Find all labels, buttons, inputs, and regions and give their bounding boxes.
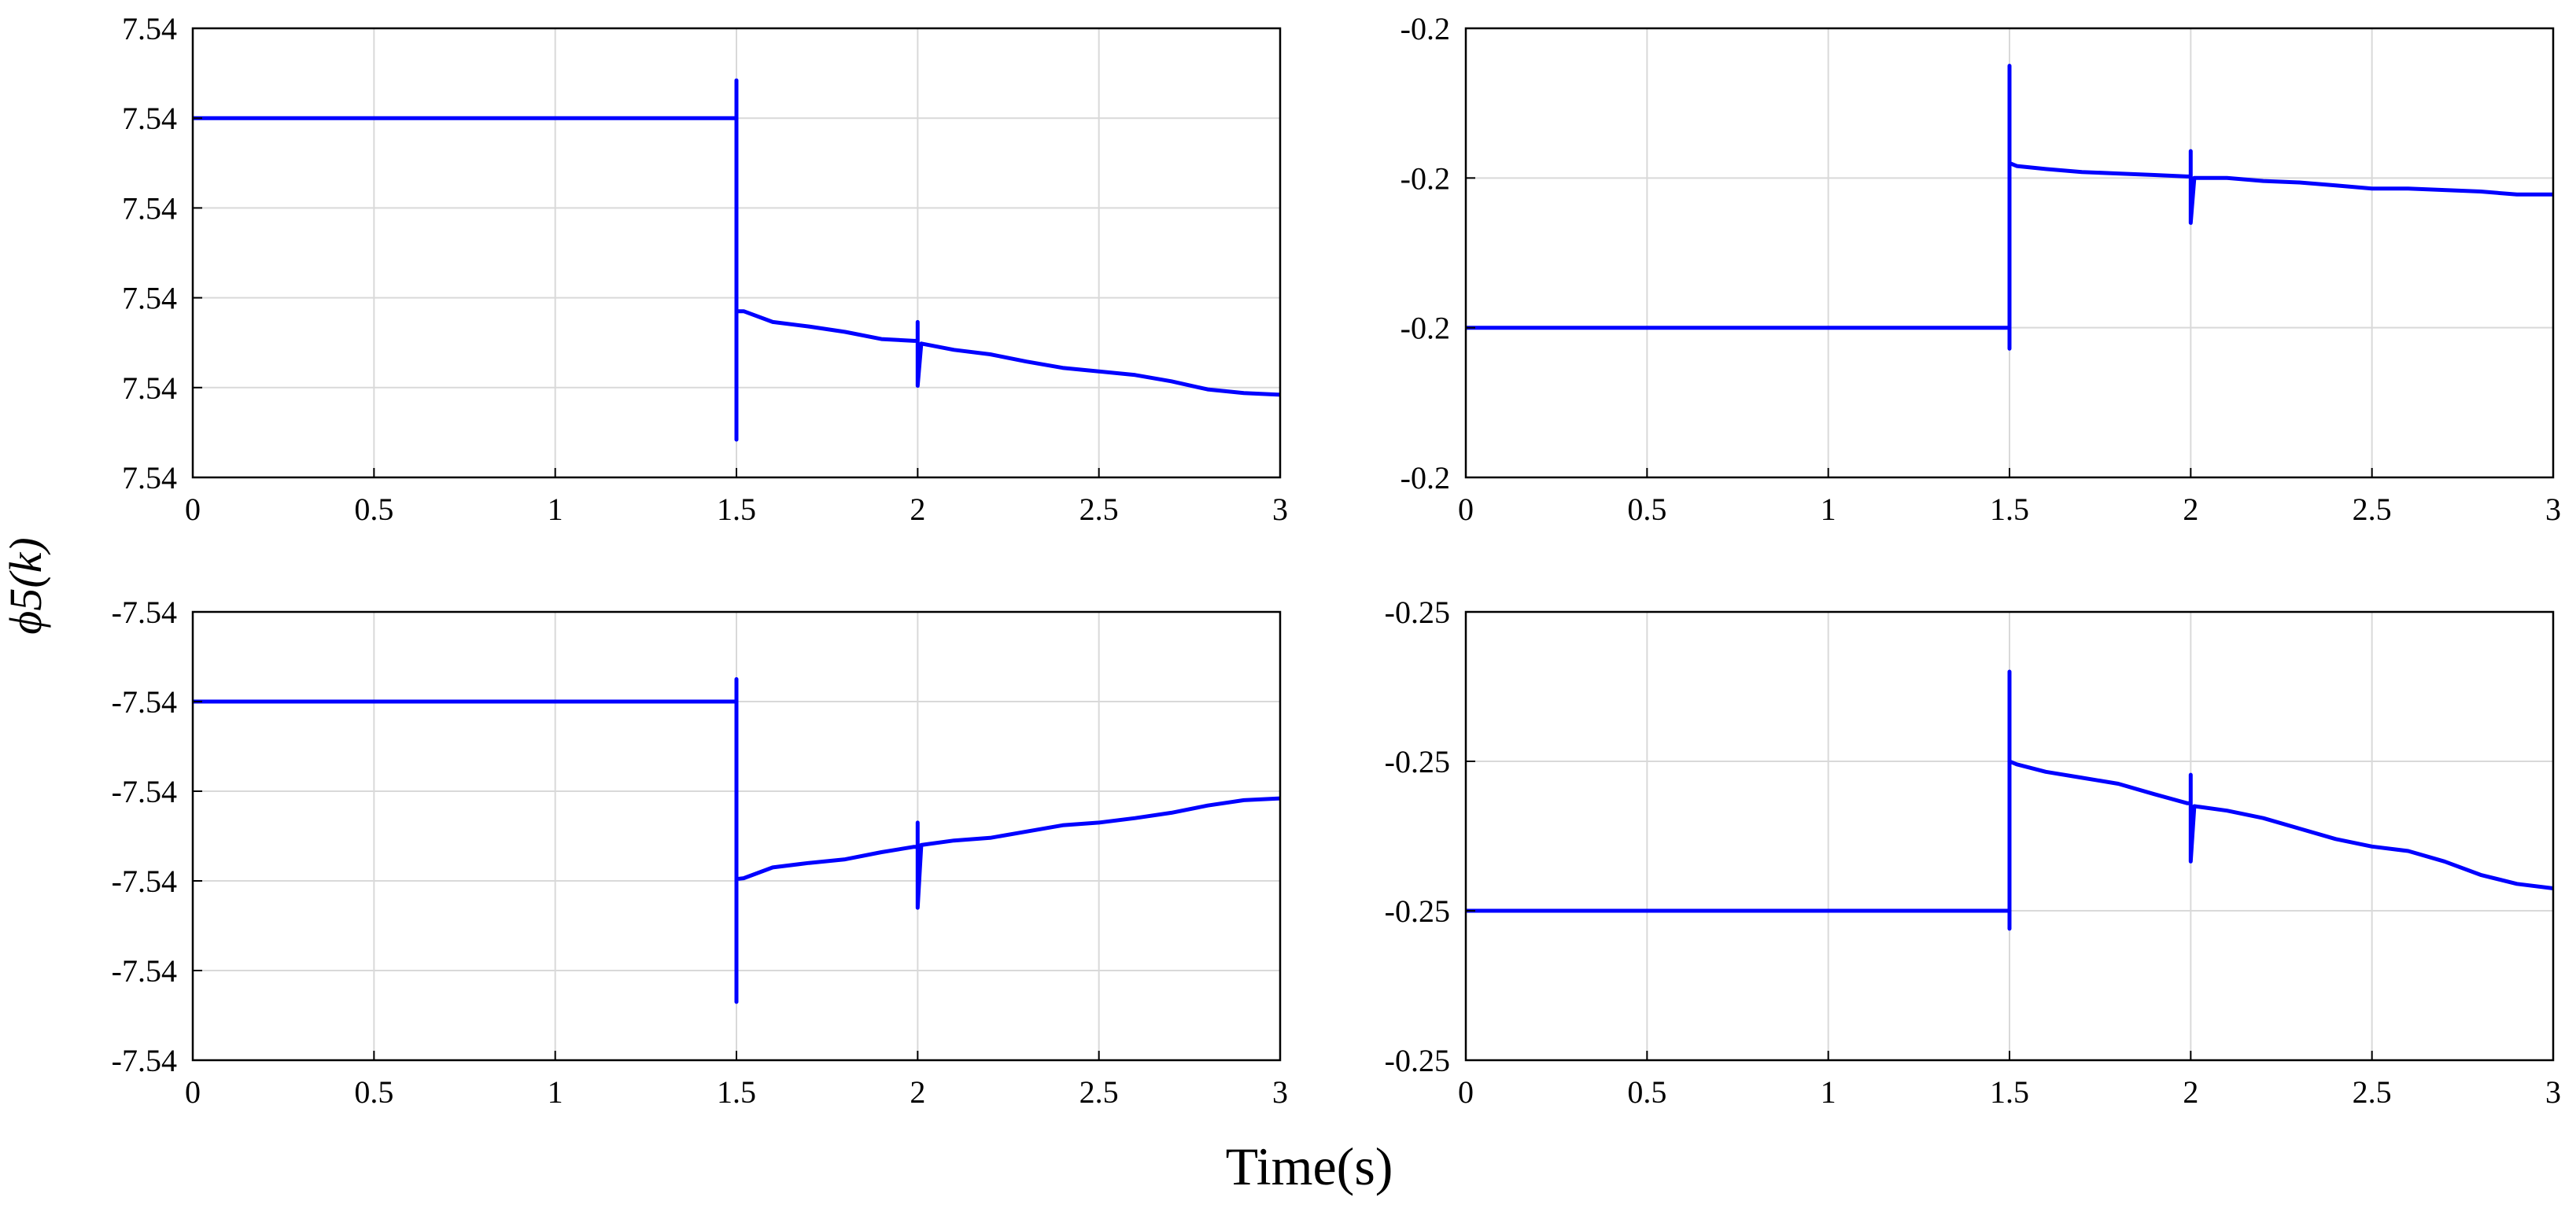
x-tick-label: 2 (910, 1074, 925, 1110)
series-line-1 (1466, 64, 2553, 351)
series-line-1 (193, 677, 1281, 1004)
subplot-3: 0 0.5 1 1.5 2 2.5 3 -7.54 -7.54 -7.54 -7.54 -7.54 -7… (112, 595, 1288, 1110)
y-tick-label: -7.54 (112, 1043, 177, 1078)
y-tick-label: -7.54 (112, 864, 177, 899)
subplots: 0 0.5 1 1.5 2 2.5 37.547.547.547.547.547.540 0.… (112, 11, 2561, 1110)
x-tick-label: 3 (2545, 1074, 2561, 1110)
y-tick-label: -0.25 (1385, 595, 1450, 630)
x-tick-label: 2.5 (1079, 492, 1119, 527)
x-tick-label: 1.5 (717, 492, 756, 527)
x-tick-label: 0.5 (354, 1074, 393, 1110)
y-tick-label: -0.25 (1385, 893, 1450, 929)
y-tick-label: -0.25 (1385, 744, 1450, 779)
y-tick-label: 7.54 (122, 281, 177, 316)
x-tick-label: 2.5 (2353, 492, 2392, 527)
series-line-1 (193, 78, 1281, 442)
y-tick-label: -0.2 (1401, 460, 1450, 495)
x-tick-label: 1.5 (1990, 492, 2029, 527)
x-tick-label: 2.5 (1079, 1074, 1119, 1110)
x-tick-label: 0 (185, 492, 201, 527)
x-tick-label: 0.5 (354, 492, 393, 527)
x-tick-label: 3 (1272, 1074, 1288, 1110)
y-tick-label: -0.2 (1401, 11, 1450, 46)
y-tick-label: 7.54 (122, 11, 177, 46)
y-tick-label: -0.25 (1385, 1043, 1450, 1078)
x-tick-label: 2 (2183, 492, 2198, 527)
x-tick-label: 0 (1458, 1074, 1474, 1110)
shared-xlabel: Time(s) (1226, 1136, 1393, 1196)
y-tick-label: 7.54 (122, 460, 177, 495)
x-tick-label: 1 (548, 492, 563, 527)
y-tick-label: -7.54 (112, 953, 177, 989)
x-tick-label: 2 (910, 492, 925, 527)
x-tick-label: 2.5 (2353, 1074, 2392, 1110)
y-tick-label: -7.54 (112, 774, 177, 809)
y-tick-label: -7.54 (112, 684, 177, 720)
x-tick-label: 1 (548, 1074, 563, 1110)
x-tick-label: 3 (1272, 492, 1288, 527)
y-tick-label: 7.54 (122, 190, 177, 226)
series-line-1 (1466, 669, 2554, 931)
x-tick-label: 1.5 (1990, 1074, 2029, 1110)
subplot-4: 0 0.5 1 1.5 2 2.5 3 -0.25 -0.25 -0.25 -0.25 (1385, 595, 2561, 1110)
subplot-2: 0 0.5 1 1.5 2 2.5 3 -0.2 -0.2 -0.2 -0.2 (1401, 11, 2561, 527)
x-tick-label: 0.5 (1627, 492, 1666, 527)
x-tick-label: 1 (1821, 492, 1836, 527)
y-tick-label: -7.54 (112, 595, 177, 630)
x-tick-label: 3 (2545, 492, 2561, 527)
x-tick-label: 1 (1821, 1074, 1836, 1110)
y-tick-label: -0.2 (1401, 160, 1450, 196)
x-tick-label: 2 (2183, 1074, 2198, 1110)
y-tick-label: 7.54 (122, 101, 177, 136)
x-tick-label: 0 (1458, 492, 1474, 527)
x-tick-label: 1.5 (717, 1074, 756, 1110)
y-tick-label: -0.2 (1401, 311, 1450, 346)
x-tick-label: 0 (185, 1074, 201, 1110)
y-tick-label: 7.54 (122, 370, 177, 406)
subplot-1: 0 0.5 1 1.5 2 2.5 3 7.54 7.54 7.54 7.54 7.54 7.54 (122, 11, 1288, 527)
shared-ylabel: ϕ5(k) (0, 537, 51, 634)
x-tick-label: 0.5 (1627, 1074, 1666, 1110)
